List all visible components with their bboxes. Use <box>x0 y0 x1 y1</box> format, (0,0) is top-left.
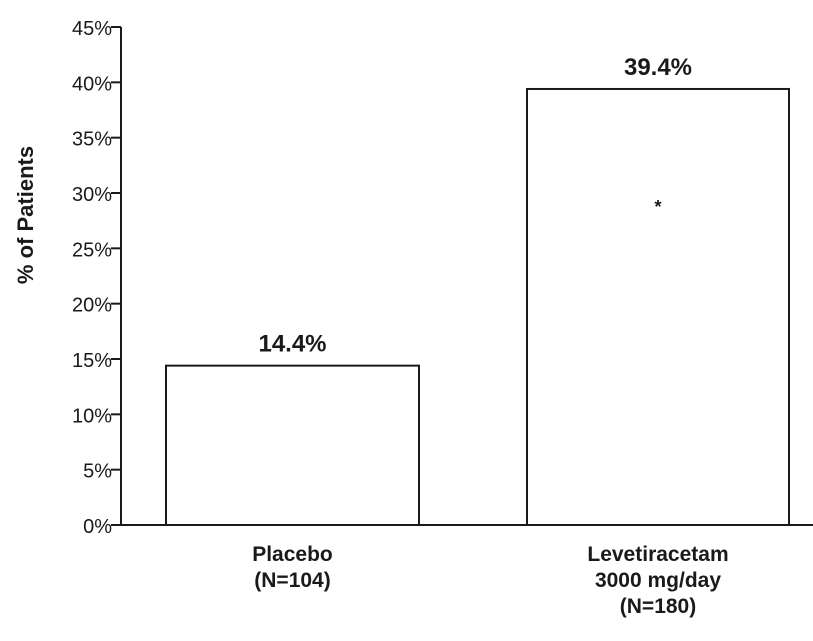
category-label: 3000 mg/day <box>595 569 721 592</box>
category-label: Placebo <box>252 543 333 566</box>
y-tick-label: 30% <box>72 184 112 206</box>
data-label: 14.4% <box>258 331 326 358</box>
significance-marker: * <box>654 197 661 217</box>
bars <box>165 87 790 527</box>
y-tick-label: 5% <box>83 461 112 483</box>
value-labels: 14.4% 39.4% <box>258 54 692 358</box>
bar <box>165 364 420 527</box>
category-label: (N=104) <box>254 569 330 592</box>
y-tick-label: 40% <box>72 73 112 95</box>
y-tick-label: 35% <box>72 129 112 151</box>
y-tick-label: 25% <box>72 239 112 261</box>
category-label: Levetiracetam <box>587 543 728 566</box>
y-tick-label: 15% <box>72 350 112 372</box>
y-tick-label: 45% <box>72 18 112 40</box>
y-tick-label: 10% <box>72 405 112 427</box>
y-axis-title: % of Patients <box>13 146 38 284</box>
data-label: 39.4% <box>624 54 692 81</box>
y-tick-label: 20% <box>72 295 112 317</box>
category-labels: Placebo (N=104) Levetiracetam 3000 mg/day (N… <box>252 543 728 618</box>
annotations: * <box>654 197 661 217</box>
category-label: (N=180) <box>620 595 696 618</box>
y-tick-label: 0% <box>83 516 112 538</box>
y-axis-ticks: 0% 5% 10% 15% 20% 25% 30% 35% 40% 45% <box>72 18 121 538</box>
bar <box>526 87 790 527</box>
